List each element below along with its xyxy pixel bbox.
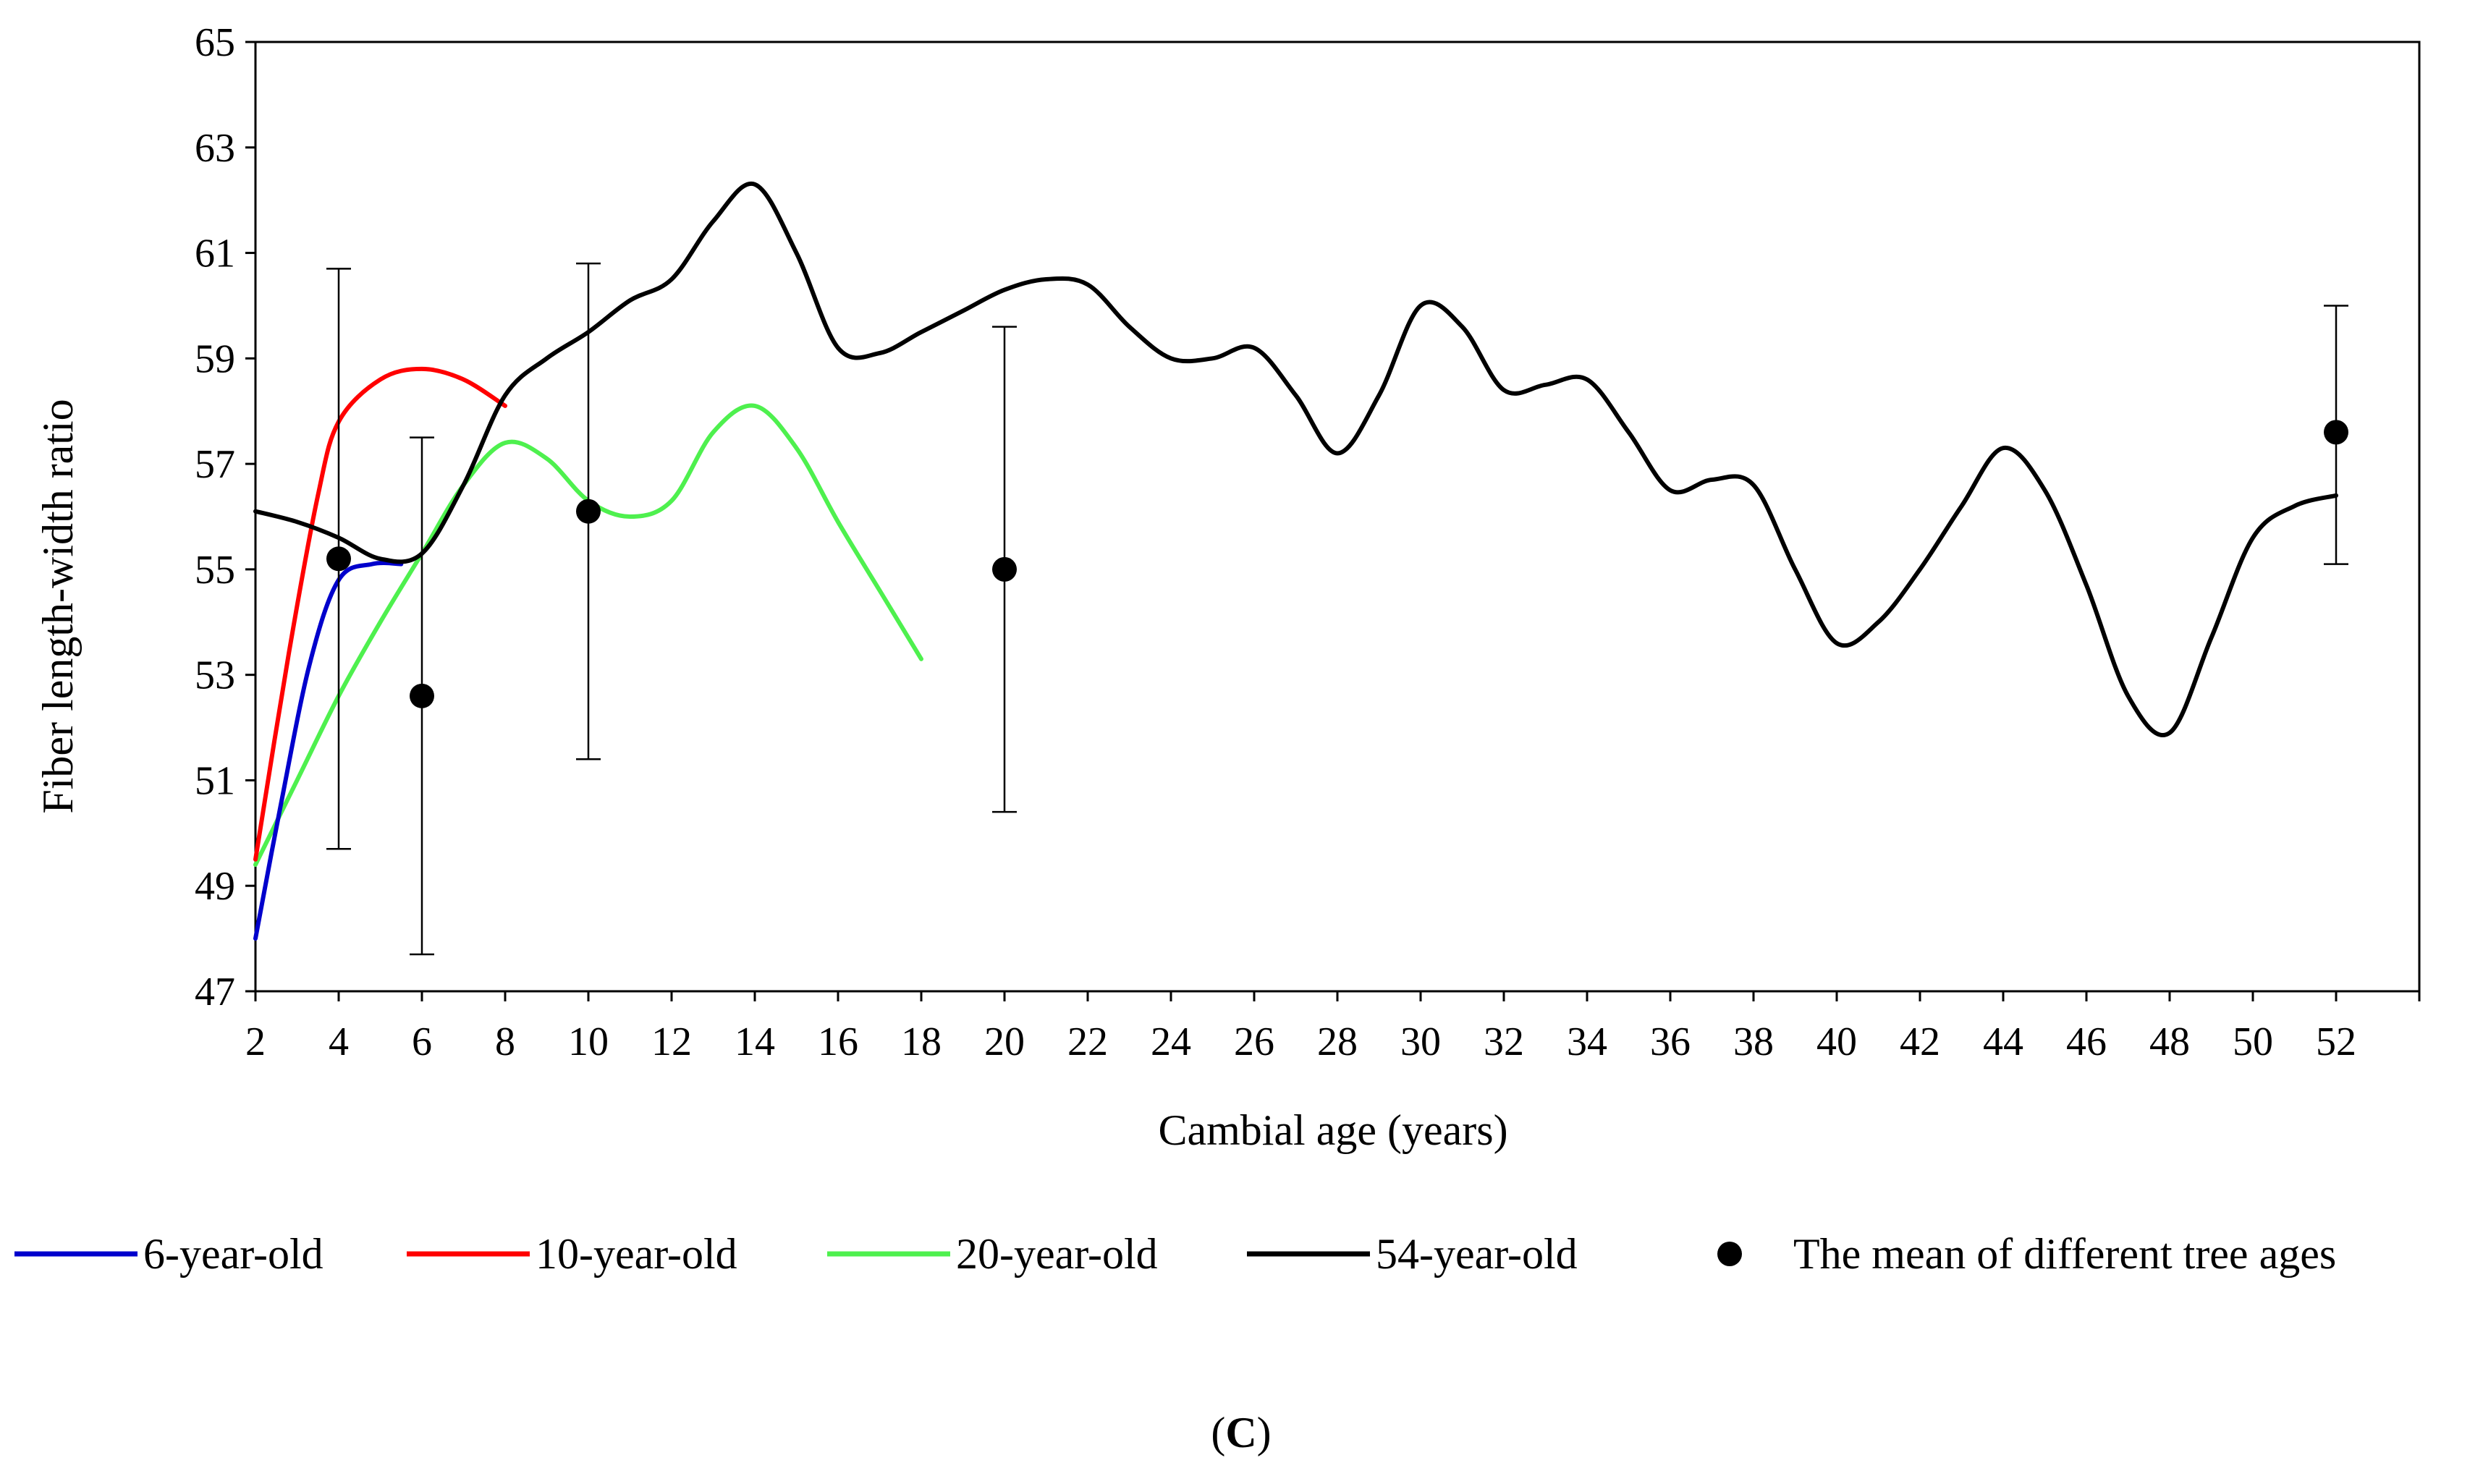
series-line-20-year-old — [253, 403, 923, 868]
series-line-54-year-old — [253, 181, 2338, 737]
x-tick-label: 36 — [1650, 1019, 1691, 1064]
legend-label-mean: The mean of different tree ages — [1793, 1230, 2336, 1278]
x-tick-label: 42 — [1900, 1019, 1940, 1064]
x-tick-label: 6 — [412, 1019, 432, 1064]
mean-point — [326, 546, 351, 572]
series-line-10-year-old — [253, 366, 507, 862]
y-tick-label: 47 — [195, 970, 235, 1014]
x-tick-label: 14 — [735, 1019, 775, 1064]
series-layer — [253, 181, 2338, 941]
x-tick-label: 40 — [1816, 1019, 1857, 1064]
x-tick-label: 44 — [1983, 1019, 2023, 1064]
x-tick-label: 28 — [1317, 1019, 1358, 1064]
x-tick-label: 16 — [818, 1019, 858, 1064]
axes-frame — [245, 41, 2421, 1001]
panel-label: (C) — [1211, 1409, 1271, 1457]
x-tick-label: 46 — [2066, 1019, 2107, 1064]
y-tick-label: 59 — [195, 336, 235, 381]
y-tick-label: 53 — [195, 653, 235, 698]
y-tick-label: 49 — [195, 864, 235, 909]
mean-point — [992, 556, 1017, 582]
x-tick-label: 8 — [495, 1019, 515, 1064]
y-tick-label: 65 — [195, 20, 235, 65]
x-tick-label: 10 — [568, 1019, 609, 1064]
y-tick-label: 55 — [195, 548, 235, 593]
x-tick-label: 52 — [2316, 1019, 2356, 1064]
x-tick-label: 22 — [1067, 1019, 1108, 1064]
x-tick-label: 24 — [1151, 1019, 1191, 1064]
legend-label-6-year-old: 6-year-old — [143, 1230, 323, 1278]
x-tick-label: 38 — [1733, 1019, 1774, 1064]
x-tick-label: 2 — [245, 1019, 266, 1064]
mean-point — [576, 499, 601, 524]
x-tick-label: 26 — [1234, 1019, 1274, 1064]
legend-label-20-year-old: 20-year-old — [956, 1230, 1158, 1278]
x-tick-label: 12 — [651, 1019, 692, 1064]
legend: 6-year-old 10-year-old 20-year-old 54-ye… — [14, 1230, 2336, 1278]
mean-point — [410, 683, 434, 708]
mean-point — [2324, 420, 2348, 445]
x-tick-label: 32 — [1484, 1019, 1524, 1064]
y-tick-label: 63 — [195, 126, 235, 171]
y-tick-label: 57 — [195, 442, 235, 487]
series-line-6-year-old — [253, 561, 404, 941]
x-tick-label: 20 — [984, 1019, 1025, 1064]
y-tick-label: 51 — [195, 758, 235, 803]
legend-label-10-year-old: 10-year-old — [536, 1230, 737, 1278]
x-tick-label: 50 — [2233, 1019, 2273, 1064]
legend-label-54-year-old: 54-year-old — [1376, 1230, 1578, 1278]
x-tick-label: 48 — [2149, 1019, 2190, 1064]
means-layer — [326, 262, 2348, 956]
x-tick-label: 34 — [1567, 1019, 1607, 1064]
x-axis-title: Cambial age (years) — [1158, 1106, 1507, 1154]
y-axis-title: Fiber length-width ratio — [34, 399, 82, 813]
x-tick-label: 4 — [329, 1019, 349, 1064]
x-tick-label: 18 — [901, 1019, 942, 1064]
y-tick-label: 61 — [195, 232, 235, 276]
x-tick-label: 30 — [1400, 1019, 1441, 1064]
legend-swatch-mean — [1717, 1242, 1742, 1266]
panel-letter: C — [1225, 1409, 1256, 1457]
